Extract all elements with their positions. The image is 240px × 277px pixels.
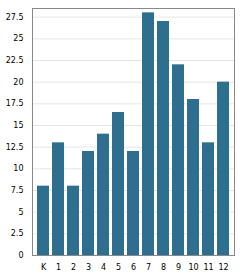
svg-text:5: 5 — [18, 208, 23, 217]
svg-text:3: 3 — [86, 263, 91, 272]
svg-text:17.5: 17.5 — [6, 99, 24, 108]
svg-text:12: 12 — [218, 263, 228, 272]
svg-text:4: 4 — [101, 263, 106, 272]
svg-text:0: 0 — [18, 251, 23, 260]
svg-text:2.5: 2.5 — [11, 229, 24, 238]
svg-text:10: 10 — [188, 263, 198, 272]
svg-text:9: 9 — [176, 263, 181, 272]
svg-text:10: 10 — [13, 164, 23, 173]
svg-text:22.5: 22.5 — [6, 56, 24, 65]
svg-text:11: 11 — [203, 263, 213, 272]
svg-text:1: 1 — [56, 263, 61, 272]
svg-text:5: 5 — [116, 263, 121, 272]
svg-text:2: 2 — [71, 263, 76, 272]
svg-text:K: K — [41, 263, 47, 272]
svg-text:12.5: 12.5 — [6, 143, 24, 152]
svg-text:7: 7 — [146, 263, 151, 272]
svg-text:20: 20 — [13, 78, 23, 87]
svg-text:6: 6 — [131, 263, 136, 272]
svg-text:27.5: 27.5 — [6, 13, 24, 22]
svg-text:7.5: 7.5 — [11, 186, 24, 195]
svg-text:25: 25 — [13, 34, 23, 43]
svg-text:15: 15 — [13, 121, 23, 130]
svg-text:8: 8 — [161, 263, 166, 272]
